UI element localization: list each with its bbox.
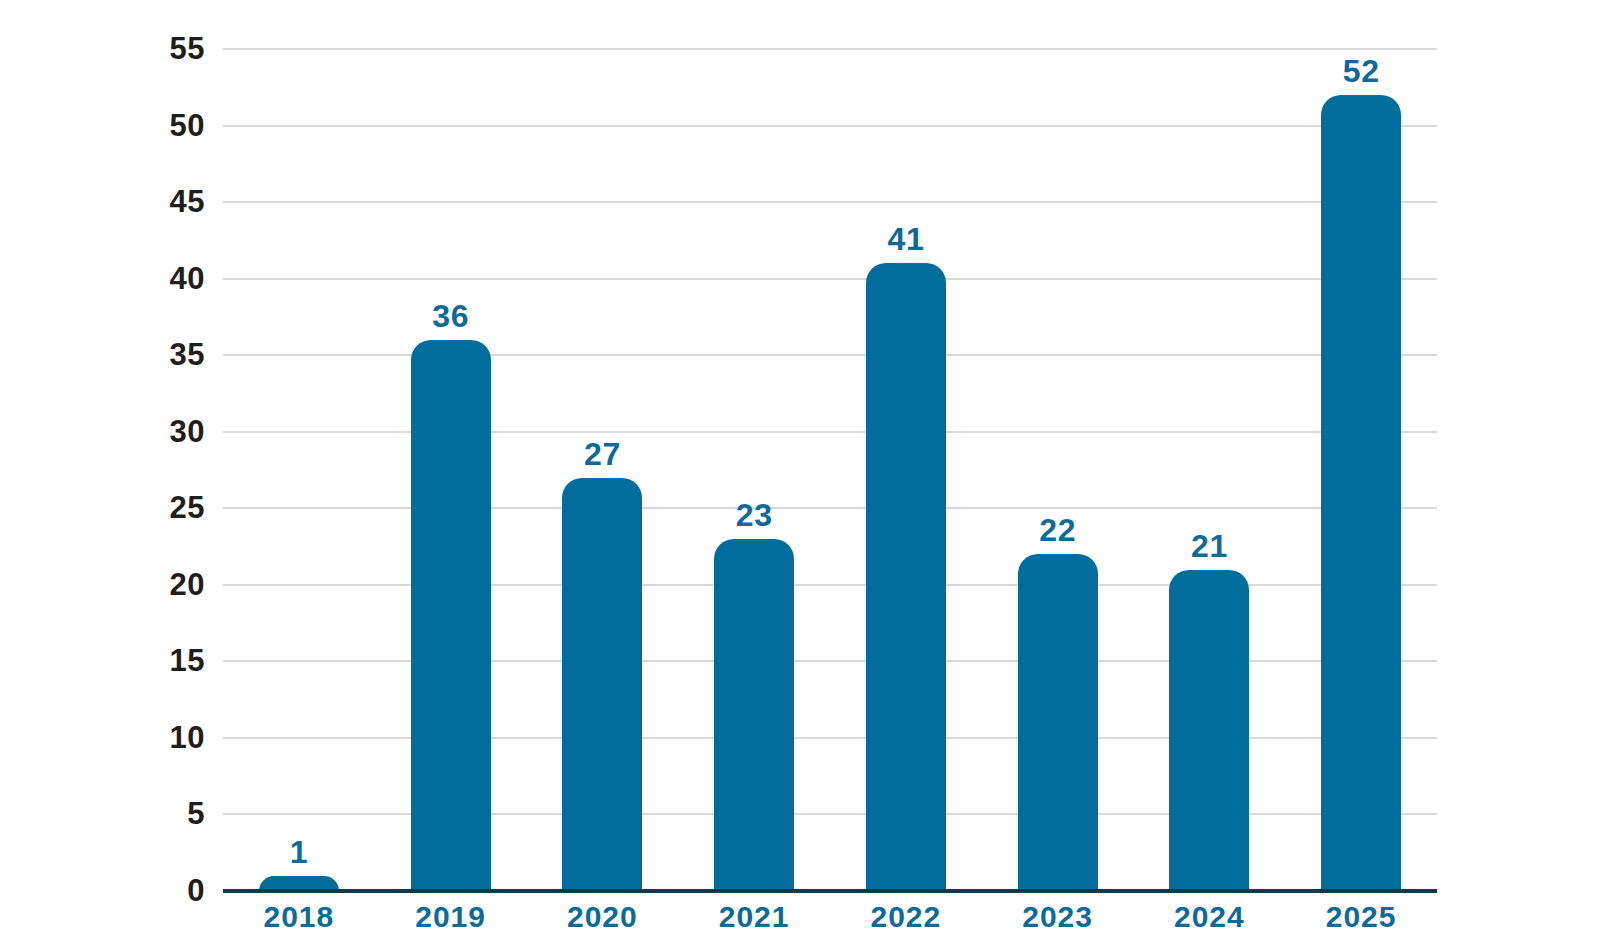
x-tick-label-2023: 2023 [982,899,1134,935]
bar-cell-2025: 52 [1285,49,1437,891]
y-tick-label-25: 25 [0,492,205,524]
bar-cell-2023: 22 [982,49,1134,891]
bar-value-label-2019: 36 [432,299,469,333]
bar-value-label-2024: 21 [1191,529,1228,563]
x-tick-label-2021: 2021 [678,899,830,935]
bar-cell-2021: 23 [678,49,830,891]
bar-value-label-2025: 52 [1343,54,1380,88]
bar-chart: 0510152025303540455055 136272341222152 2… [0,0,1606,952]
bar-cell-2022: 41 [830,49,982,891]
y-tick-label-55: 55 [0,33,205,65]
x-tick-label-2024: 2024 [1134,899,1286,935]
y-tick-label-15: 15 [0,645,205,677]
y-tick-label-10: 10 [0,722,205,754]
bar-value-label-2018: 1 [290,835,308,869]
bar-value-label-2023: 22 [1039,513,1076,547]
bar-2021 [714,539,794,891]
bar-cell-2018: 1 [223,49,375,891]
y-axis-tick-labels: 0510152025303540455055 [0,49,205,891]
bar-cell-2019: 36 [375,49,527,891]
bar-cell-2024: 21 [1134,49,1286,891]
bar-2025 [1321,95,1401,891]
bar-2024 [1169,570,1249,891]
x-tick-label-2022: 2022 [830,899,982,935]
bar-value-label-2022: 41 [888,222,925,256]
bar-2022 [866,263,946,891]
bar-value-label-2021: 23 [736,498,773,532]
x-axis-line [223,889,1437,893]
bar-cell-2020: 27 [527,49,679,891]
y-tick-label-5: 5 [0,798,205,830]
bar-value-label-2020: 27 [584,437,621,471]
y-tick-label-30: 30 [0,416,205,448]
y-tick-label-45: 45 [0,186,205,218]
x-tick-label-2020: 2020 [527,899,679,935]
x-tick-label-2018: 2018 [223,899,375,935]
y-tick-label-50: 50 [0,110,205,142]
plot-area: 1 36 27 23 41 22 21 52 [223,49,1437,891]
x-axis-tick-labels: 20182019202020212022202320242025 [223,899,1437,935]
x-tick-label-2025: 2025 [1285,899,1437,935]
y-tick-label-40: 40 [0,263,205,295]
y-tick-label-35: 35 [0,339,205,371]
bar-2019 [411,340,491,891]
bar-2020 [562,478,642,891]
y-tick-label-0: 0 [0,875,205,907]
bar-2023 [1018,554,1098,891]
x-tick-label-2019: 2019 [375,899,527,935]
y-tick-label-20: 20 [0,569,205,601]
bars-row: 1 36 27 23 41 22 21 52 [223,49,1437,891]
